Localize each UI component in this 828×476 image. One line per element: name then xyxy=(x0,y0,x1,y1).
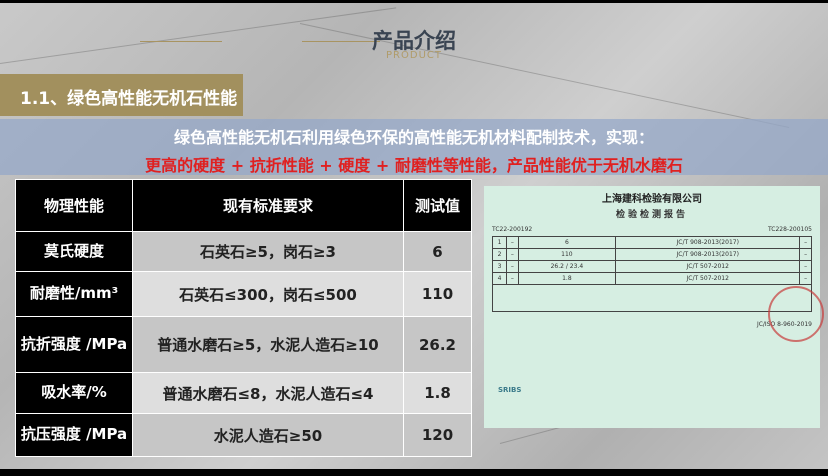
value-cell: 26.2 xyxy=(403,316,472,373)
cell: JC/T 908-2013(2017) xyxy=(615,236,801,249)
entrust-no: TC22-200192 xyxy=(492,226,533,233)
cell: 4 xyxy=(491,272,508,285)
cell: 110 xyxy=(517,248,617,261)
cell: 2 xyxy=(491,248,508,261)
table-row: 耐磨性/mm³ 石英石≤300，岗石≤500 110 xyxy=(15,271,472,317)
standard-cell: 石英石≤300，岗石≤500 xyxy=(132,271,404,317)
cell: – xyxy=(799,260,812,273)
report-row: 1–6 JC/T 908-2013(2017) – xyxy=(491,236,812,249)
property-cell: 抗压强度 /MPa xyxy=(15,413,133,457)
cell: – xyxy=(799,248,812,261)
standard-cell: 普通水磨石≥5，水泥人造石≥10 xyxy=(132,316,404,373)
report-company: 上海建科检验有限公司 xyxy=(602,194,702,205)
table-row: 莫氏硬度 石英石≥5，岗石≥3 6 xyxy=(15,231,472,272)
report-table: 1–6 JC/T 908-2013(2017) – 2–110 JC/T 908-20… xyxy=(491,236,812,285)
section-banner: 1.1、绿色高性能无机石性能 xyxy=(0,74,243,116)
property-cell: 吸水率/% xyxy=(15,372,133,414)
report-notes-box xyxy=(492,284,812,312)
standard-cell: 普通水磨石≤8，水泥人造石≤4 xyxy=(132,372,404,414)
table-header: 物理性能 现有标准要求 测试值 xyxy=(15,179,472,232)
cell: JC/T 507-2012 xyxy=(615,272,801,285)
value-cell: 110 xyxy=(403,271,472,317)
value-cell: 1.8 xyxy=(403,372,472,414)
standard-cell: 石英石≥5，岗石≥3 xyxy=(132,231,404,272)
property-cell: 抗折强度 /MPa xyxy=(15,316,133,373)
header-standard: 现有标准要求 xyxy=(132,179,404,232)
report-title: 检验检测报告 xyxy=(615,210,688,220)
page-title: 产品介绍 xyxy=(372,29,456,53)
title-rule-right xyxy=(302,41,380,42)
sribs-logo: SRIBS xyxy=(498,386,522,394)
cell: – xyxy=(799,272,812,285)
intro-line: 绿色高性能无机石利用绿色环保的高性能无机材料配制技术，实现： xyxy=(173,128,654,147)
value-cell: 6 xyxy=(403,231,472,272)
cell: – xyxy=(799,236,812,249)
header-value: 测试值 xyxy=(403,179,472,232)
cell: JC/T 507-2012 xyxy=(615,260,801,273)
property-cell: 莫氏硬度 xyxy=(15,231,133,272)
table-row: 抗压强度 /MPa 水泥人造石≥50 120 xyxy=(15,413,472,457)
cell: – xyxy=(506,248,519,261)
cell: – xyxy=(506,260,519,273)
title-rule-left xyxy=(140,41,222,42)
page-subtitle: PRODUCT xyxy=(386,50,442,61)
red-seal xyxy=(768,286,824,342)
report-no: TC228-200105 xyxy=(767,226,812,233)
cell: JC/T 908-2013(2017) xyxy=(615,248,801,261)
intro-band: 绿色高性能无机石利用绿色环保的高性能无机材料配制技术，实现： 更高的硬度 + 抗… xyxy=(0,119,828,175)
cell: – xyxy=(506,236,519,249)
report-row: 3–26.2 / 23.4 JC/T 507-2012– xyxy=(491,260,812,273)
cell: 1.8 xyxy=(517,272,617,285)
header-property: 物理性能 xyxy=(15,179,133,232)
table-row: 抗折强度 /MPa 普通水磨石≥5，水泥人造石≥10 26.2 xyxy=(15,316,472,373)
properties-table: 物理性能 现有标准要求 测试值 莫氏硬度 石英石≥5，岗石≥3 6 耐磨性/mm³ 石… xyxy=(15,179,472,457)
report-footer: JC/ISO 8-960-2019 xyxy=(756,321,812,328)
intro-highlight: 更高的硬度 + 抗折性能 + 硬度 + 耐磨性等性能，产品性能优于无机水磨石 xyxy=(145,156,683,175)
report-row: 4–1.8 JC/T 507-2012– xyxy=(491,272,812,285)
property-cell: 耐磨性/mm³ xyxy=(15,271,133,317)
cell: – xyxy=(506,272,519,285)
cell: 3 xyxy=(491,260,508,273)
standard-cell: 水泥人造石≥50 xyxy=(132,413,404,457)
value-cell: 120 xyxy=(403,413,472,457)
report-row: 2–110 JC/T 908-2013(2017) – xyxy=(491,248,812,261)
test-report-image: 上海建科检验有限公司 检验检测报告 TC22-200192 TC228-20010… xyxy=(484,186,824,428)
cell: 26.2 / 23.4 xyxy=(517,260,617,273)
cell: 6 xyxy=(517,236,617,249)
table-row: 吸水率/% 普通水磨石≤8，水泥人造石≤4 1.8 xyxy=(15,372,472,414)
cell: 1 xyxy=(491,236,508,249)
slide: 产品介绍 PRODUCT 1.1、绿色高性能无机石性能 绿色高性能无机石利用绿色… xyxy=(0,3,828,469)
